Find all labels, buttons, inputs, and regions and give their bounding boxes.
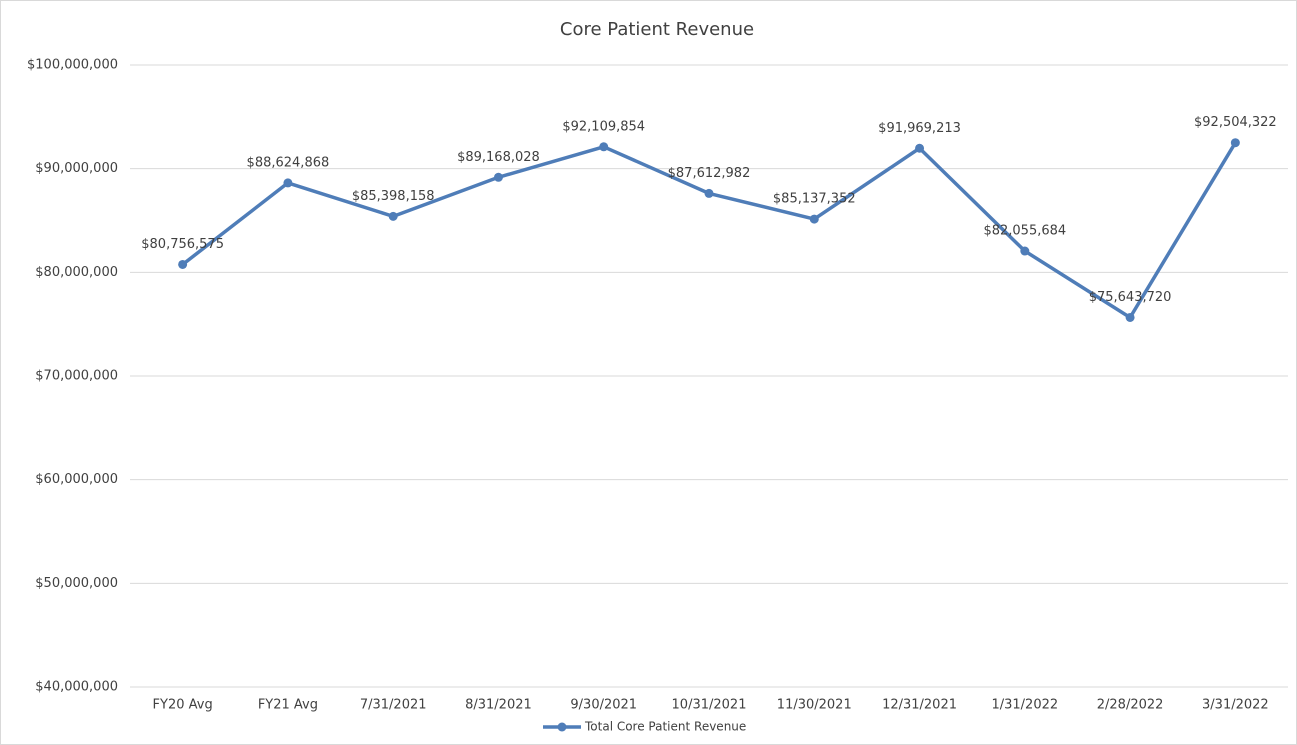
- data-point: [915, 143, 925, 153]
- data-point: [283, 178, 293, 188]
- data-label: $91,969,213: [878, 121, 961, 136]
- y-tick-label: $100,000,000: [27, 58, 118, 73]
- y-tick-label: $70,000,000: [35, 369, 118, 384]
- data-label: $92,109,854: [562, 119, 645, 134]
- data-label: $92,504,322: [1194, 115, 1277, 130]
- legend-label: Total Core Patient Revenue: [584, 720, 746, 734]
- data-label: $88,624,868: [247, 155, 330, 170]
- data-label: $89,168,028: [457, 150, 540, 165]
- x-tick-label: 10/31/2021: [672, 698, 747, 713]
- y-tick-label: $40,000,000: [35, 680, 118, 695]
- x-tick-label: FY21 Avg: [258, 698, 318, 713]
- data-label: $82,055,684: [983, 224, 1066, 239]
- y-tick-label: $80,000,000: [35, 265, 118, 280]
- x-tick-label: 9/30/2021: [570, 698, 637, 713]
- data-label: $80,756,575: [141, 237, 224, 252]
- data-point: [178, 259, 188, 269]
- x-tick-label: FY20 Avg: [153, 698, 213, 713]
- x-tick-label: 8/31/2021: [465, 698, 532, 713]
- y-tick-label: $50,000,000: [35, 576, 118, 591]
- data-label: $87,612,982: [668, 166, 751, 181]
- x-tick-label: 3/31/2022: [1202, 698, 1269, 713]
- data-point: [704, 188, 714, 198]
- data-label: $75,643,720: [1089, 290, 1172, 305]
- x-tick-label: 2/28/2022: [1097, 698, 1164, 713]
- data-label: $85,398,158: [352, 189, 435, 204]
- x-tick-label: 1/31/2022: [991, 698, 1058, 713]
- data-point: [493, 172, 503, 182]
- data-point: [388, 211, 398, 221]
- chart-title: Core Patient Revenue: [560, 19, 754, 40]
- y-tick-label: $60,000,000: [35, 472, 118, 487]
- x-tick-label: 12/31/2021: [882, 698, 957, 713]
- data-point: [599, 142, 609, 152]
- x-tick-label: 7/31/2021: [360, 698, 427, 713]
- data-point: [809, 214, 819, 224]
- data-point: [1020, 246, 1030, 256]
- legend-marker: [557, 722, 567, 732]
- y-tick-label: $90,000,000: [35, 161, 118, 176]
- data-label: $85,137,352: [773, 192, 856, 207]
- data-point: [1230, 138, 1240, 148]
- x-tick-label: 11/30/2021: [777, 698, 852, 713]
- data-point: [1125, 312, 1135, 322]
